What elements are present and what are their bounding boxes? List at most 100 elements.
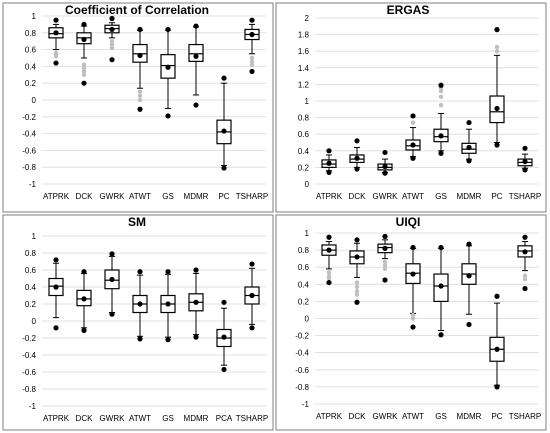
- min-point: [221, 165, 227, 171]
- min-point: [81, 327, 87, 333]
- category-label: TSHARP: [509, 412, 541, 421]
- max-point: [81, 269, 87, 275]
- max-point: [466, 119, 472, 126]
- max-point: [382, 233, 388, 240]
- mean-point: [81, 36, 87, 43]
- min-point: [354, 299, 360, 305]
- category-label: ATPRK: [43, 414, 70, 423]
- category-label: ATWT: [402, 192, 424, 201]
- panel-title: Coefficient of Correlation: [65, 3, 209, 17]
- outlier-point: [494, 49, 500, 54]
- max-point: [221, 299, 227, 305]
- category-label: TSHARP: [236, 192, 268, 201]
- outlier-point: [81, 72, 87, 78]
- min-point: [354, 166, 360, 172]
- y-tick-label: -0.6: [22, 368, 36, 377]
- min-point: [438, 332, 444, 338]
- panel-uiqi: UIQI -1 -0.8 -0.6 -0.4 -0.2 0 0.2 0.4 0.6 0.8 1 ATP…: [275, 214, 547, 431]
- outlier-point: [81, 62, 87, 67]
- outlier-point: [81, 65, 87, 71]
- min-point: [109, 57, 115, 63]
- max-point: [438, 82, 444, 88]
- outlier-point: [326, 276, 332, 281]
- mean-point: [193, 53, 199, 59]
- category-label: GS: [162, 414, 174, 423]
- y-tick-label: 1.6: [298, 47, 310, 56]
- outlier-point: [410, 316, 416, 321]
- y-tick-label: 0.8: [25, 29, 37, 38]
- outlier-point: [410, 312, 416, 318]
- y-tick-label: 0.4: [25, 283, 37, 292]
- min-point: [165, 113, 171, 119]
- outlier-point: [109, 45, 115, 51]
- outlier-point: [382, 263, 388, 268]
- y-tick-label: 0.8: [25, 249, 37, 258]
- y-tick-label: 0.4: [298, 147, 310, 156]
- mean-point: [53, 30, 59, 36]
- max-point: [249, 261, 255, 267]
- outlier-point: [410, 120, 416, 125]
- mean-point: [81, 296, 87, 302]
- y-tick-label: 0.6: [25, 266, 37, 275]
- mean-point: [53, 284, 59, 290]
- mean-point: [494, 105, 500, 112]
- outlier-point: [354, 292, 360, 297]
- category-label: DCK: [76, 192, 94, 201]
- max-point: [137, 26, 143, 33]
- y-tick-label: -0.4: [295, 349, 309, 358]
- min-point: [522, 167, 528, 173]
- category-label: MDMR: [457, 192, 482, 201]
- outlier-point: [249, 59, 255, 64]
- y-tick-label: 2: [305, 14, 310, 23]
- y-tick-label: 1: [305, 97, 310, 106]
- panel-border: [275, 2, 547, 213]
- category-label: ATWT: [129, 192, 151, 201]
- category-label: ATWT: [402, 412, 424, 421]
- y-tick-label: 0: [305, 315, 310, 324]
- outlier-point: [382, 266, 388, 272]
- max-point: [522, 234, 528, 240]
- mean-point: [137, 52, 143, 59]
- mean-point: [438, 283, 444, 289]
- y-tick-label: 1: [305, 229, 310, 238]
- max-point: [522, 145, 528, 151]
- min-point: [466, 321, 472, 328]
- min-point: [382, 170, 388, 176]
- y-tick-label: -0.8: [295, 383, 309, 392]
- min-point: [81, 80, 87, 86]
- max-point: [137, 269, 143, 275]
- min-point: [410, 324, 416, 330]
- mean-point: [522, 158, 528, 165]
- mean-point: [466, 144, 472, 151]
- category-label: GS: [162, 192, 174, 201]
- category-label: GWRK: [373, 412, 399, 421]
- y-tick-label: 0.2: [298, 163, 310, 172]
- y-tick-label: 0.6: [25, 46, 37, 55]
- outlier-point: [109, 42, 115, 47]
- panel-title: UIQI: [396, 215, 421, 229]
- max-point: [109, 15, 115, 22]
- min-point: [137, 106, 143, 112]
- y-tick-label: -0.8: [22, 163, 36, 172]
- min-point: [165, 337, 171, 343]
- y-tick-label: 0: [32, 96, 37, 105]
- outlier-point: [382, 259, 388, 265]
- min-point: [326, 169, 332, 175]
- mean-point: [326, 160, 332, 166]
- outlier-point: [522, 273, 528, 278]
- outlier-point: [81, 69, 87, 74]
- category-label: MDMR: [184, 414, 209, 423]
- max-point: [53, 17, 59, 23]
- category-label: ATPRK: [316, 412, 343, 421]
- y-tick-label: 1.8: [298, 31, 310, 40]
- y-tick-label: 0.6: [298, 130, 310, 139]
- max-point: [109, 251, 115, 257]
- mean-point: [249, 292, 255, 299]
- panel-border: [2, 214, 274, 431]
- min-point: [438, 150, 444, 156]
- max-point: [193, 267, 199, 273]
- y-tick-label: 0.2: [25, 300, 37, 309]
- y-tick-label: 0.4: [25, 62, 37, 71]
- outlier-point: [494, 44, 500, 50]
